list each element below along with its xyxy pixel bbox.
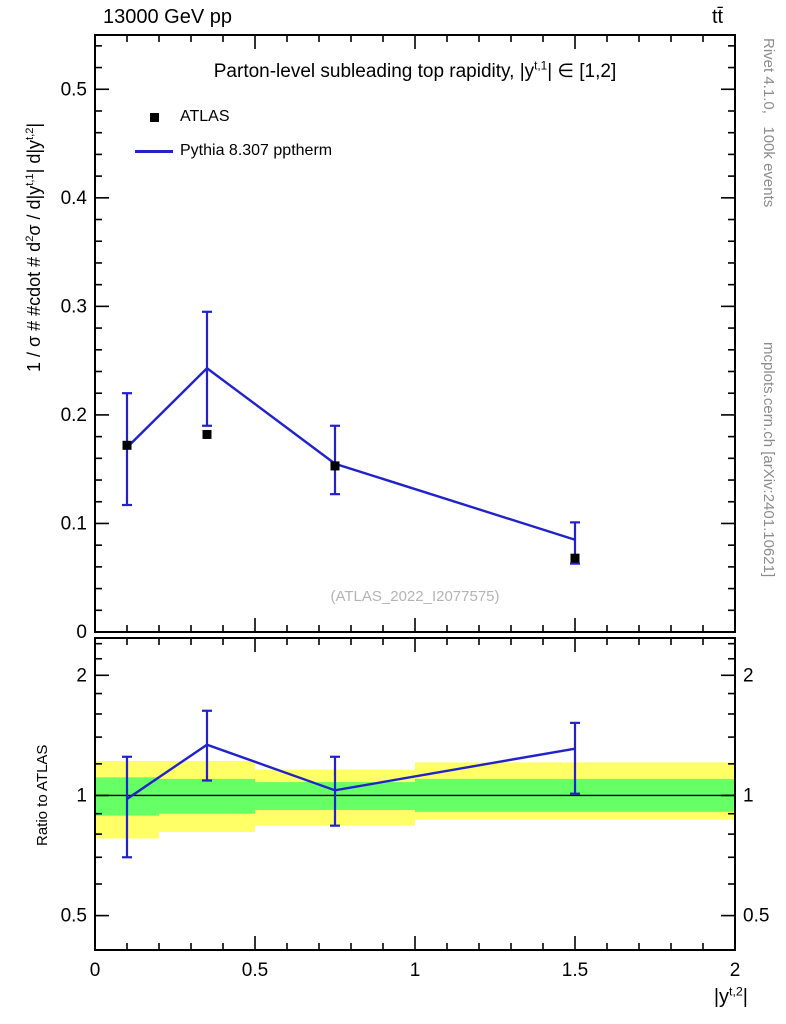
- y-tick-label: 0.3: [61, 296, 87, 317]
- legend-swatch-atlas: [128, 112, 180, 122]
- atlas-square-marker-icon: [149, 112, 159, 122]
- pythia-line-icon: [135, 149, 173, 153]
- legend-label-atlas: ATLAS: [180, 108, 230, 125]
- atlas-data-marker: [330, 461, 340, 471]
- process-label: tt̄: [712, 6, 724, 28]
- ratio-pythia-line: [126, 743, 576, 800]
- beam-energy-label: 13000 GeV pp: [103, 6, 232, 28]
- ratio-y-tick-label: 1: [743, 785, 754, 806]
- main-panel-frame: [94, 34, 736, 633]
- ratio-panel-frame: [94, 637, 736, 951]
- plot-watermark: (ATLAS_2022_I2077575): [330, 588, 500, 605]
- plot-title: Parton-level subleading top rapidity, |y…: [213, 59, 617, 82]
- y-tick-label: 0: [76, 622, 87, 643]
- y-tick-label: 0.1: [61, 513, 87, 534]
- ratio-y-tick-label: 2: [743, 665, 754, 686]
- legend-label-pythia: Pythia 8.307 pptherm: [180, 142, 333, 159]
- ratio-y-tick-label: 0.5: [61, 906, 87, 927]
- x-tick-label: 1.5: [562, 960, 588, 981]
- x-axis-label: |yt,2|: [713, 984, 748, 1008]
- atlas-data-marker: [122, 440, 132, 450]
- x-tick-label: 1: [410, 960, 421, 981]
- legend-item-pythia: Pythia 8.307 pptherm: [128, 134, 332, 168]
- legend-item-atlas: ATLAS: [128, 100, 332, 134]
- pythia-line: [126, 366, 576, 541]
- atlas-data-marker: [202, 429, 212, 439]
- legend: ATLAS Pythia 8.307 pptherm: [128, 100, 332, 168]
- ratio-y-tick-label: 2: [76, 665, 87, 686]
- y-tick-label: 0.4: [61, 188, 88, 209]
- ratio-y-tick-label: 0.5: [743, 906, 769, 927]
- ratio-y-tick-label: 1: [76, 785, 87, 806]
- legend-swatch-pythia: [128, 149, 180, 153]
- y-tick-label: 0.5: [61, 79, 87, 100]
- x-tick-label: 0: [90, 960, 101, 981]
- y-tick-label: 0.2: [61, 405, 87, 426]
- x-tick-label: 2: [730, 960, 741, 981]
- x-tick-label: 0.5: [242, 960, 268, 981]
- ratio-band-green: [159, 778, 255, 814]
- atlas-data-marker: [570, 553, 580, 563]
